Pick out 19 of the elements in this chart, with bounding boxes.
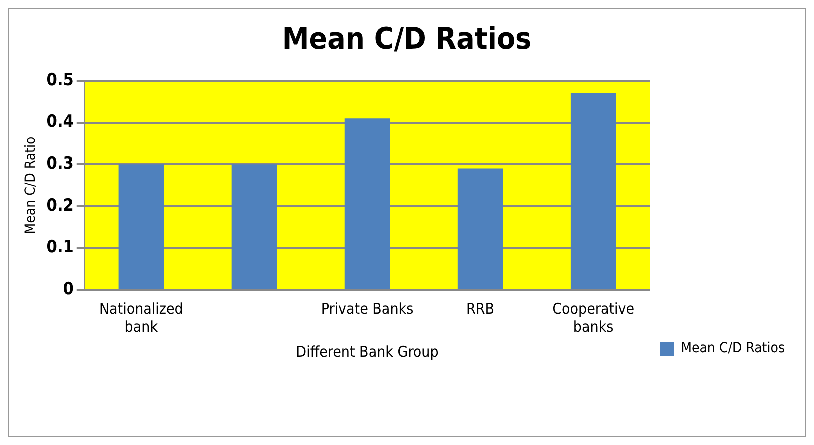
x-tick-label: Nationalized bank bbox=[99, 300, 184, 336]
y-axis-title: Mean C/D Ratio bbox=[23, 136, 40, 234]
chart-title: Mean C/D Ratios bbox=[282, 22, 532, 57]
y-tick-label: 0.5 bbox=[46, 70, 74, 90]
bar bbox=[118, 164, 164, 289]
legend-label: Mean C/D Ratios bbox=[681, 340, 786, 357]
x-tick-label: RRB bbox=[466, 300, 495, 318]
bar bbox=[232, 164, 278, 289]
x-axis-title: Different Bank Group bbox=[296, 342, 439, 361]
y-tick-label: 0 bbox=[63, 279, 74, 300]
y-tick-label: 0.4 bbox=[46, 112, 74, 132]
bar bbox=[344, 118, 390, 289]
y-tick-label: 0.1 bbox=[46, 238, 74, 258]
bar bbox=[570, 94, 616, 289]
x-tick-label: Private Banks bbox=[321, 300, 414, 318]
x-tick-label: Cooperative banks bbox=[552, 300, 635, 336]
bar bbox=[458, 168, 504, 289]
y-tick-label: 0.2 bbox=[46, 196, 74, 216]
y-tick-label: 0.3 bbox=[46, 154, 74, 174]
